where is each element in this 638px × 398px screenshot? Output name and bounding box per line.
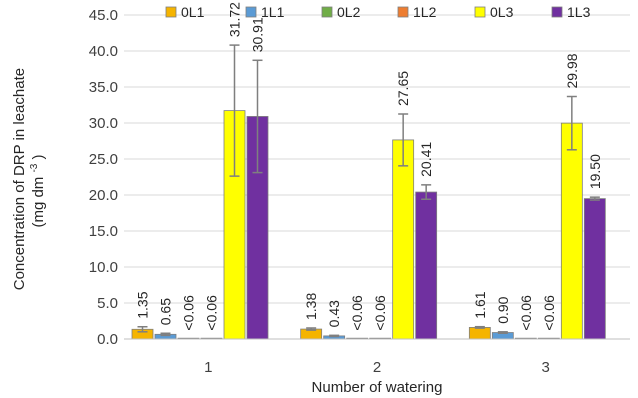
error-bar-0L1-2 [306,327,317,331]
error-bar-0L1-3 [474,325,485,329]
data-label-1L2-1: <0.06 [204,295,220,331]
bar-1L3-3 [583,198,606,340]
legend-label: 0L3 [490,4,514,20]
data-label-1L1-1: 0.65 [158,298,174,325]
x-tick-label: 2 [373,359,381,376]
y-tick-label: 45.0 [89,7,118,24]
y-tick-label: 35.0 [89,79,118,96]
data-label-1L3-3: 19.50 [587,154,603,189]
data-label-1L2-3: <0.06 [541,295,557,331]
y-tick-labels: 0.0 5.0 10.0 15.0 20.0 25.0 30.0 35.0 40.0 45.0 [89,7,118,348]
y-tick-label: 30.0 [89,115,118,132]
data-label-0L2-3: <0.06 [518,295,534,331]
x-tick-label: 1 [204,359,212,376]
y-axis-title-close: ) [30,154,47,159]
legend-item-1L2: 1L2 [397,4,437,20]
data-label-0L1-2: 1.38 [303,293,319,320]
error-bar-0L1-1 [137,326,148,333]
legend-swatch [474,6,486,18]
y-tick-label: 10.0 [89,259,118,276]
data-label-0L3-2: 27.65 [395,71,411,106]
error-bar-0L3-3 [566,95,577,151]
legend-item-0L3: 0L3 [474,4,514,20]
legend-label: 1L3 [567,4,591,20]
legend-swatch [165,6,177,18]
data-labels: 1.35 0.65 <0.06 <0.06 31.72 30.91 1.38 0.43 <0.0… [135,2,603,331]
y-axis-title-line2: (mg dm [30,177,47,228]
data-label-1L2-2: <0.06 [372,295,388,331]
data-label-0L3-1: 31.72 [227,2,243,37]
error-bar-0L3-1 [229,44,240,177]
y-axis-title-superscript: -3 [29,163,40,172]
legend-item-1L1: 1L1 [245,4,285,20]
data-label-1L1-3: 0.90 [495,296,511,323]
legend-swatch [551,6,563,18]
bar-0L1-3 [468,327,491,340]
legend-label: 0L1 [181,4,205,20]
gridlines [124,14,630,304]
legend: 0L1 1L1 0L2 1L2 0L3 1L3 [165,4,591,20]
x-tick-labels: 1 2 3 [204,359,550,376]
error-bar-1L3-3 [589,196,600,201]
legend-item-1L3: 1L3 [551,4,591,20]
x-axis-title: Number of watering [312,379,443,396]
legend-swatch [245,6,257,18]
legend-label: 1L1 [261,4,285,20]
legend-swatch [397,6,409,18]
legend-item-0L1: 0L1 [165,4,205,20]
legend-label: 0L2 [337,4,361,20]
y-tick-label: 15.0 [89,223,118,240]
bar-1L3-2 [415,191,438,340]
error-bar-1L1-1 [160,332,171,337]
y-tick-label: 5.0 [97,295,118,312]
data-label-0L1-1: 1.35 [135,291,151,318]
error-bars [137,44,600,338]
error-bar-1L3-2 [421,184,432,200]
y-tick-label: 20.0 [89,187,118,204]
legend-swatch [321,6,333,18]
data-label-0L1-3: 1.61 [472,291,488,318]
x-tick-label: 3 [541,359,549,376]
y-axis-title: Concentration of DRP in leachate (mg dm … [11,64,47,291]
bar-0L3-3 [560,122,583,340]
y-tick-label: 0.0 [97,331,118,348]
data-label-0L3-3: 29.98 [564,53,580,88]
y-tick-label: 25.0 [89,151,118,168]
data-label-0L2-2: <0.06 [349,295,365,331]
y-tick-label: 40.0 [89,43,118,60]
data-label-1L3-2: 20.41 [418,142,434,177]
error-bar-1L1-3 [497,331,508,334]
data-label-0L2-1: <0.06 [181,295,197,331]
legend-item-0L2: 0L2 [321,4,361,20]
error-bar-1L1-2 [329,334,340,338]
data-label-1L3-1: 30.91 [250,17,266,52]
error-bar-0L3-2 [398,113,409,167]
error-bar-1L3-1 [252,59,263,174]
data-label-1L1-2: 0.43 [326,300,342,327]
y-axis-title-line1: Concentration of DRP in leachate [11,68,28,290]
legend-label: 1L2 [413,4,437,20]
bar-0L3-2 [392,139,415,340]
